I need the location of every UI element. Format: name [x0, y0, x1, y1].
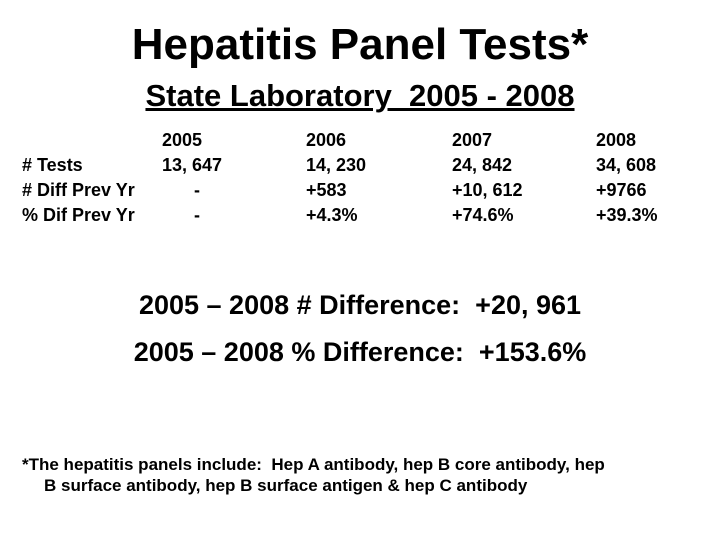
cell: +10, 612	[452, 180, 523, 200]
cell: +9766	[596, 180, 647, 200]
footnote: *The hepatitis panels include: Hep A ant…	[22, 455, 605, 474]
row-label: # Tests	[22, 155, 83, 175]
cell: 34, 608	[596, 155, 657, 175]
footnote: B surface antibody, hep B surface antige…	[44, 476, 528, 495]
cell: -	[194, 205, 200, 225]
cell: +4.3%	[306, 205, 358, 225]
row-label: % Dif Prev Yr	[22, 205, 135, 225]
title: Hepatitis Panel Tests*	[131, 20, 589, 69]
summary-line: 2005 – 2008 % Difference: +153.6%	[133, 337, 587, 367]
cell: +74.6%	[452, 205, 514, 225]
cell: -	[194, 180, 200, 200]
cell: 14, 230	[306, 155, 367, 175]
cell: 13, 647	[162, 155, 223, 175]
row-label: # Diff Prev Yr	[22, 180, 135, 200]
subtitle: State Laboratory 2005 - 2008	[145, 78, 575, 113]
cell: +39.3%	[596, 205, 658, 225]
column-header: 2006	[306, 130, 347, 150]
summary-line: 2005 – 2008 # Difference: +20, 961	[138, 290, 582, 320]
cell: +583	[306, 180, 347, 200]
column-header: 2005	[162, 130, 203, 150]
column-header: 2008	[596, 130, 637, 150]
column-header: 2007	[452, 130, 493, 150]
cell: 24, 842	[452, 155, 513, 175]
